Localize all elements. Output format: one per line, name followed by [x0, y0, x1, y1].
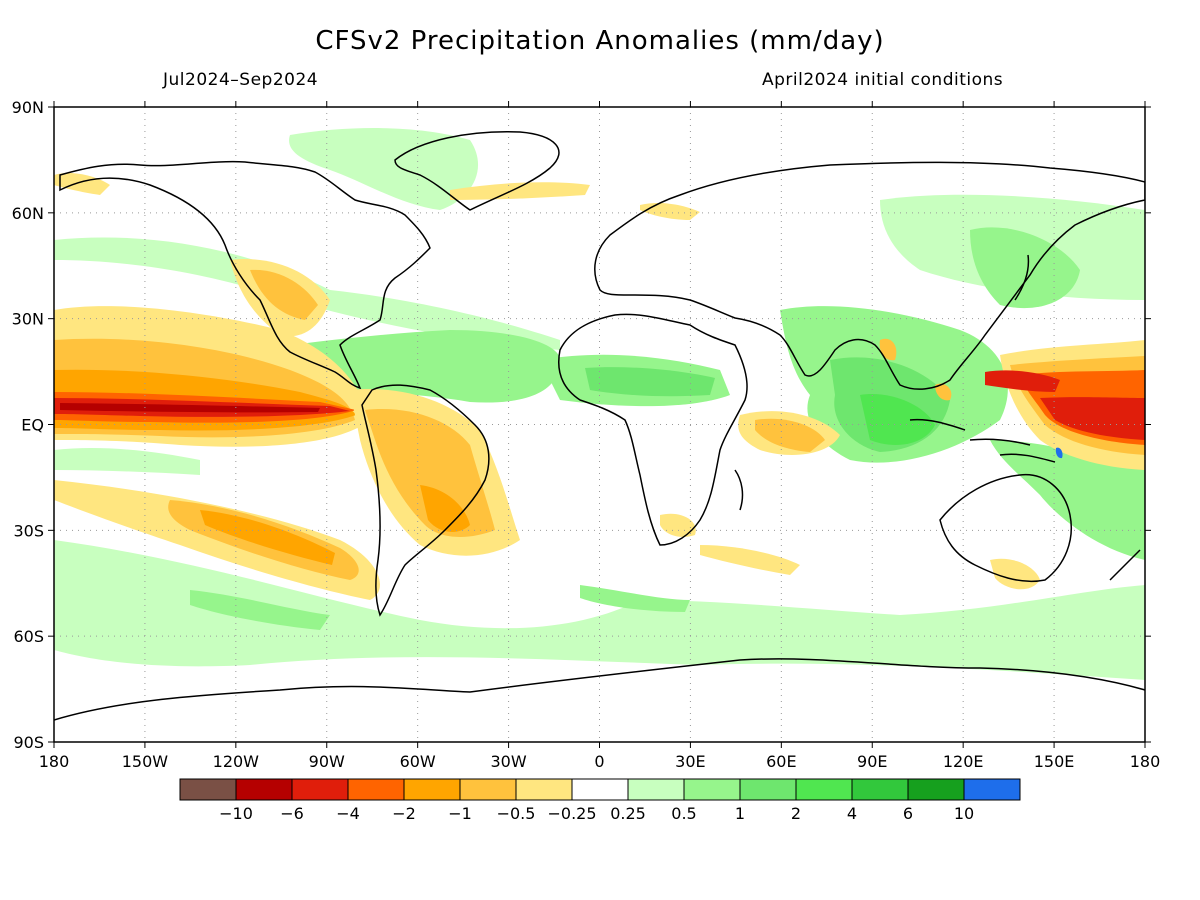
colorbar-swatch: [627, 778, 685, 801]
lon-label: 150E: [1034, 752, 1075, 771]
anomaly-field: [54, 128, 1145, 680]
colorbar-label: 0.25: [610, 804, 646, 823]
lat-label: 60N: [12, 204, 44, 223]
colorbar-swatch: [347, 778, 405, 801]
anomaly-patch: [660, 513, 696, 537]
coastline-madagascar: [734, 469, 744, 511]
anomaly-patch: [250, 269, 318, 320]
anomaly-patch: [60, 403, 320, 413]
lon-label: 180: [39, 752, 70, 771]
lon-label: 180: [1130, 752, 1161, 771]
coastline-australia: [939, 474, 1072, 583]
lon-label: 120W: [213, 752, 260, 771]
coastline-north-america: [59, 160, 431, 390]
longitude-labels: 180 150W 120W 90W 60W 30W 0 30E 60E 90E 120E 150E 18…: [39, 752, 1161, 771]
anomaly-patch: [970, 227, 1080, 309]
colorbar-label: 1: [735, 804, 745, 823]
colorbar-label: −2: [392, 804, 416, 823]
anomaly-patch: [640, 202, 700, 220]
anomaly-patch: [54, 540, 1145, 680]
colorbar-swatch: [683, 778, 741, 801]
colorbar-swatch: [571, 778, 629, 801]
anomaly-patch: [289, 128, 479, 210]
lon-label: 0: [594, 752, 604, 771]
colorbar-label: −4: [336, 804, 360, 823]
lat-label: 60S: [13, 627, 44, 646]
anomaly-patch: [365, 409, 495, 537]
coastline-japan: [1014, 254, 1030, 301]
coastline-south-america: [361, 384, 490, 617]
colorbar-swatch: [739, 778, 797, 801]
lat-label: 90N: [12, 98, 44, 117]
lat-label: EQ: [21, 416, 44, 435]
coastline-new-zealand: [1109, 549, 1141, 581]
colorbar-swatch: [907, 778, 965, 801]
lon-label: 30E: [675, 752, 705, 771]
colorbar-label: −6: [280, 804, 304, 823]
anomaly-patch: [985, 370, 1060, 392]
colorbar-label: 2: [791, 804, 801, 823]
colorbar-label: 0.5: [671, 804, 696, 823]
lat-label: 90S: [13, 733, 44, 752]
lon-label: 30W: [490, 752, 526, 771]
anomaly-patch: [200, 510, 335, 565]
anomaly-patch: [54, 173, 110, 195]
anomaly-patch: [935, 383, 952, 401]
colorbar-label: 10: [954, 804, 974, 823]
anomaly-patch: [1040, 397, 1145, 440]
colorbar-label: −1: [448, 804, 472, 823]
anomaly-patch: [190, 590, 330, 630]
anomaly-patch: [585, 367, 715, 397]
colorbar-swatch: [515, 778, 573, 801]
colorbar-label: −0.5: [497, 804, 536, 823]
lat-label: 30N: [12, 310, 44, 329]
anomaly-patch: [450, 182, 590, 200]
colorbar-swatch: [795, 778, 853, 801]
lat-label: 30S: [13, 521, 44, 540]
colorbar-label: 4: [847, 804, 857, 823]
lon-label: 90W: [309, 752, 345, 771]
anomaly-patch: [879, 338, 897, 361]
anomaly-patch: [580, 585, 690, 612]
colorbar-swatch: [963, 778, 1021, 801]
colorbar-swatch: [291, 778, 349, 801]
anomaly-patch: [1055, 447, 1063, 459]
lon-label: 150W: [122, 752, 169, 771]
anomaly-patch: [420, 485, 470, 532]
anomaly-patch: [755, 418, 825, 452]
colorbar-swatch: [851, 778, 909, 801]
coastline-africa-eurasia: [558, 313, 748, 546]
coastline-eurasia: [594, 161, 1145, 390]
anomaly-patch: [54, 448, 200, 475]
initial-conditions-label: April2024 initial conditions: [762, 70, 1004, 90]
anomaly-patch: [990, 440, 1145, 560]
valid-period-label: Jul2024–Sep2024: [163, 70, 319, 90]
colorbar-label: −0.25: [547, 804, 596, 823]
coastline-greenland: [394, 130, 560, 211]
coastlines: [54, 130, 1145, 721]
lon-label: 120E: [943, 752, 984, 771]
chart-title: CFSv2 Precipitation Anomalies (mm/day): [315, 26, 885, 56]
colorbar-swatch: [459, 778, 517, 801]
anomaly-patch: [860, 394, 935, 445]
colorbar-labels: −10 −6 −4 −2 −1 −0.5 −0.25 0.25 0.5 1 2 4 6 10: [219, 804, 974, 823]
lon-label: 90E: [857, 752, 887, 771]
axis-ticks: [48, 101, 1151, 748]
colorbar: [179, 778, 1021, 801]
lon-label: 60E: [766, 752, 796, 771]
coastline-antarctica: [54, 658, 1145, 721]
colorbar-swatch: [235, 778, 293, 801]
colorbar-label: 6: [903, 804, 913, 823]
latitude-labels: 90N 60N 30N EQ 30S 60S 90S: [12, 98, 44, 752]
colorbar-swatch: [403, 778, 461, 801]
coastline-indonesia: [909, 418, 1056, 463]
colorbar-label: −10: [219, 804, 253, 823]
colorbar-swatch: [179, 778, 237, 801]
lon-label: 60W: [400, 752, 436, 771]
anomaly-patch: [700, 545, 800, 575]
